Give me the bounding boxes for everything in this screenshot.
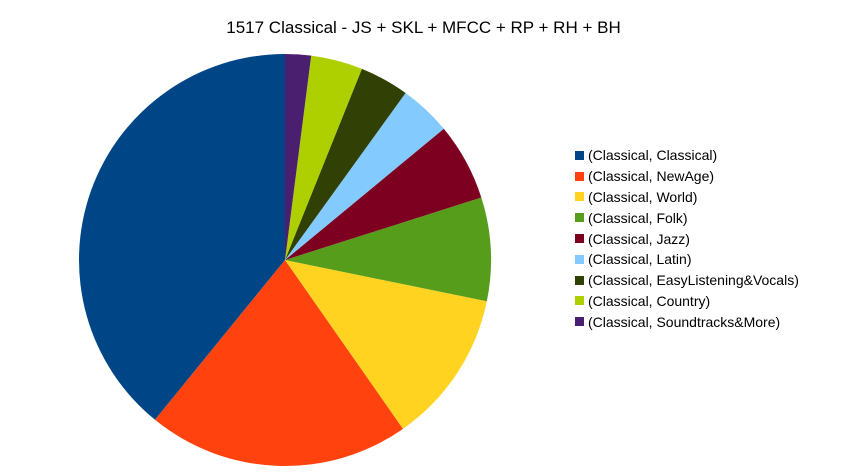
legend-swatch	[575, 296, 584, 306]
pie-slice	[285, 92, 444, 260]
legend-label: (Classical, Folk)	[588, 209, 688, 226]
pie-slice	[155, 260, 404, 466]
legend-label: (Classical, World)	[588, 188, 698, 205]
legend-label: (Classical, Classical)	[588, 147, 718, 164]
pie-slice	[285, 260, 487, 429]
legend-swatch	[575, 192, 584, 202]
legend-label: (Classical, Soundtracks&More)	[588, 313, 781, 330]
legend-label: (Classical, NewAge)	[588, 168, 715, 185]
pie-slice	[78, 54, 285, 420]
legend-label: (Classical, EasyListening&Vocals)	[588, 272, 799, 289]
legend-item: (Classical, Jazz)	[575, 228, 799, 249]
legend-item: (Classical, Folk)	[575, 207, 799, 228]
chart-title: 1517 Classical - JS + SKL + MFCC + RP + …	[226, 18, 621, 37]
pie-slice	[285, 68, 406, 260]
legend-swatch	[575, 150, 584, 160]
legend-label: (Classical, Country)	[588, 292, 711, 309]
legend-label: (Classical, Jazz)	[588, 230, 690, 247]
legend-swatch	[575, 234, 584, 244]
legend-swatch	[575, 213, 584, 223]
legend: (Classical, Classical) (Classical, NewAge…	[575, 145, 799, 332]
legend-item: (Classical, Latin)	[575, 249, 799, 270]
legend-item: (Classical, Country)	[575, 291, 799, 312]
legend-label: (Classical, Latin)	[588, 251, 692, 268]
legend-item: (Classical, EasyListening&Vocals)	[575, 270, 799, 291]
legend-swatch	[575, 275, 584, 285]
legend-item: (Classical, Soundtracks&More)	[575, 311, 799, 332]
legend-swatch	[575, 171, 584, 181]
legend-swatch	[575, 317, 584, 327]
pie-slice	[285, 197, 492, 302]
legend-item: (Classical, World)	[575, 187, 799, 208]
pie-slice	[285, 54, 312, 260]
pie-slice	[285, 128, 482, 260]
legend-item: (Classical, NewAge)	[575, 166, 799, 187]
pie-slice	[285, 55, 362, 260]
legend-swatch	[575, 254, 584, 264]
legend-item: (Classical, Classical)	[575, 145, 799, 166]
